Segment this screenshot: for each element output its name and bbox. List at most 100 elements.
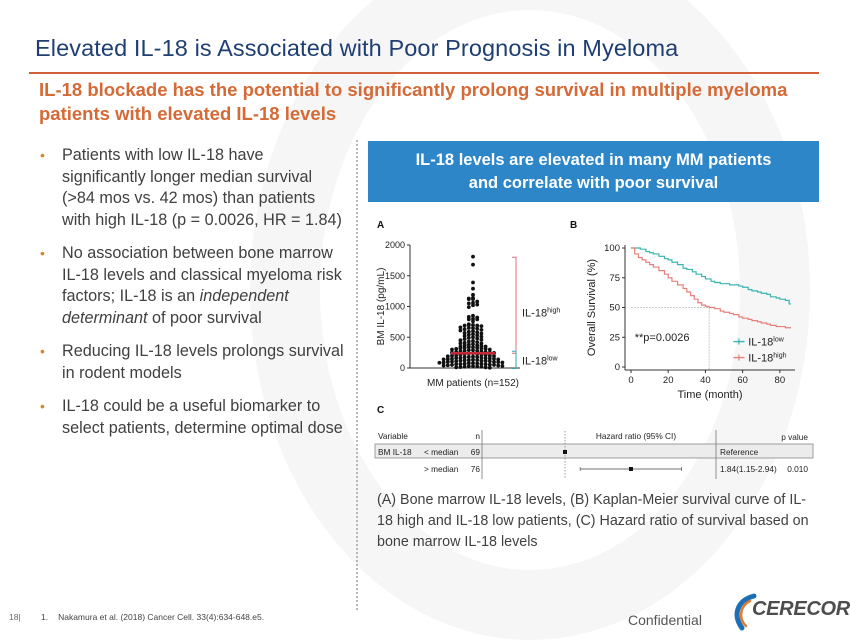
data-point — [458, 365, 463, 369]
row-p-value: 0.010 — [787, 464, 808, 474]
findings-banner: IL-18 levels are elevated in many MM pat… — [368, 141, 819, 202]
data-point — [475, 299, 480, 304]
data-point — [471, 323, 475, 327]
bullet-icon: • — [40, 398, 45, 414]
y-tick-label: 75 — [609, 273, 620, 284]
data-point — [445, 354, 450, 359]
data-point — [475, 355, 480, 359]
y-tick-label: 50 — [609, 303, 620, 314]
data-point — [487, 347, 492, 352]
data-point — [471, 361, 475, 365]
y-tick-label: 1000 — [385, 302, 405, 312]
survival-curve-low — [631, 247, 791, 305]
y-axis-label: BM IL-18 (pg/mL) — [376, 268, 387, 346]
data-point — [475, 326, 480, 331]
data-point — [462, 348, 467, 353]
data-point — [475, 317, 480, 322]
panel-label-b: B — [570, 220, 578, 231]
data-point — [471, 262, 475, 267]
p-value-annotation: **p=0.0026 — [635, 332, 690, 344]
data-point — [462, 345, 467, 350]
row-hr-label: 1.84(1.15-2.94) — [720, 464, 777, 474]
banner-line-2: and correlate with poor survival — [468, 174, 719, 192]
data-point — [471, 342, 475, 346]
data-point — [458, 358, 463, 363]
data-point — [466, 358, 471, 362]
data-point — [475, 348, 480, 353]
y-tick-label: 25 — [609, 332, 620, 343]
data-point — [441, 357, 446, 362]
data-point — [466, 361, 471, 365]
y-tick-label: 500 — [390, 332, 405, 342]
data-point — [462, 323, 467, 328]
bullet-item: • Patients with low IL-18 have significan… — [40, 146, 342, 229]
data-point — [466, 364, 471, 369]
data-point — [492, 356, 496, 361]
data-point — [454, 359, 459, 364]
x-axis-label: Time (month) — [678, 389, 743, 401]
data-point — [471, 364, 475, 369]
row-variable: BM IL-18 — [378, 447, 412, 457]
data-point — [466, 317, 471, 322]
data-point — [466, 323, 471, 327]
data-point — [466, 355, 471, 359]
emphasis-text: independent determinant — [62, 287, 289, 327]
company-logo: CERECOR — [730, 592, 850, 632]
data-point — [483, 356, 488, 361]
data-point — [471, 254, 475, 259]
data-point — [475, 358, 480, 362]
confidential-label: Confidential — [628, 612, 702, 628]
data-point — [487, 356, 492, 361]
data-point — [466, 348, 471, 353]
data-point — [471, 348, 475, 353]
slide-subtitle: IL-18 blockade has the potential to sign… — [39, 79, 788, 124]
chart-b-survival: 0 25 50 75 100 0 20 40 60 80 Overall Survival (%) T… — [586, 243, 795, 401]
data-point — [471, 326, 475, 330]
data-point — [492, 354, 496, 358]
data-point — [441, 363, 446, 368]
data-point — [462, 334, 467, 338]
x-tick-label: 40 — [700, 375, 711, 386]
data-point — [471, 329, 475, 333]
data-point — [475, 336, 480, 341]
data-point — [454, 347, 459, 351]
data-point — [454, 365, 459, 370]
reference: 1. Nakamura et al. (2018) Cancer Cell. 33… — [41, 612, 264, 622]
data-point — [458, 355, 463, 360]
data-point — [458, 341, 463, 346]
title-underline — [29, 72, 819, 74]
data-point — [466, 332, 471, 337]
data-point — [492, 359, 496, 364]
data-point — [471, 313, 475, 318]
data-point — [454, 362, 459, 367]
data-point — [458, 325, 463, 330]
row-group: < median — [424, 447, 459, 457]
legend-label-low: IL-18low — [748, 337, 785, 349]
data-point — [471, 335, 475, 340]
y-tick-label: 100 — [604, 243, 620, 254]
data-point — [471, 357, 475, 362]
data-point — [479, 331, 484, 336]
data-point — [450, 347, 454, 352]
data-point — [487, 365, 492, 370]
bullet-item: • IL-18 could be a useful biomarker to se… — [40, 397, 343, 437]
data-point — [471, 319, 475, 324]
data-point — [487, 362, 492, 367]
row-n: 69 — [471, 447, 481, 457]
legend-high: IL-18high — [522, 308, 560, 320]
data-point — [441, 360, 446, 365]
x-tick-label: 80 — [775, 375, 786, 386]
reference-number: 1. — [41, 612, 49, 622]
table-row-reference-bg — [374, 443, 814, 459]
data-point — [445, 357, 450, 361]
data-point — [475, 333, 480, 338]
data-point — [496, 360, 501, 365]
y-tick-label: 0 — [400, 363, 405, 373]
data-point — [462, 331, 467, 335]
data-point — [483, 347, 488, 351]
y-axis-label: Overall Survival (%) — [586, 259, 598, 356]
data-point — [466, 297, 471, 302]
row-hr-label: Reference — [720, 447, 759, 457]
row-group: > median — [424, 464, 459, 474]
data-point — [475, 330, 480, 335]
